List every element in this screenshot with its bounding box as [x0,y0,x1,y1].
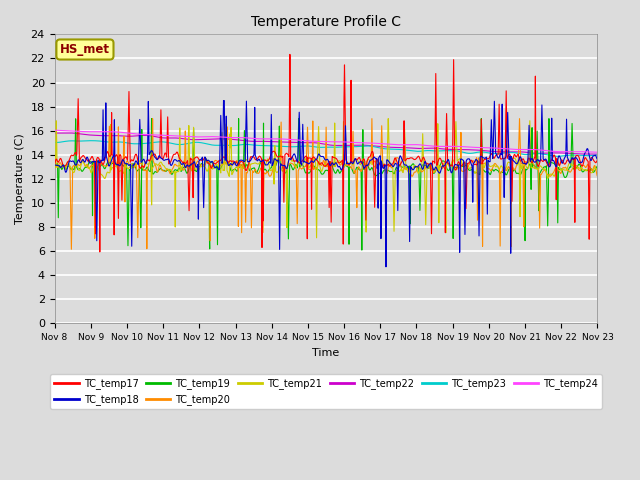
TC_temp17 [286,51,294,57]
TC_temp24 [353,140,361,145]
TC_temp18 [382,264,390,270]
Line: TC_temp22: TC_temp22 [54,133,598,154]
TC_temp17 [96,249,104,255]
TC_temp20 [68,246,76,252]
TC_temp23 [561,153,569,158]
TC_temp18 [342,132,349,137]
TC_temp24 [594,149,602,155]
TC_temp20 [51,158,58,164]
TC_temp21 [484,160,492,166]
X-axis label: Time: Time [312,348,340,358]
TC_temp22 [546,150,554,156]
TC_temp24 [342,139,349,145]
TC_temp18 [594,156,602,162]
TC_temp23 [51,140,58,145]
TC_temp19 [148,116,156,121]
TC_temp18 [561,154,569,160]
TC_temp24 [546,148,554,154]
TC_temp18 [354,161,362,167]
TC_temp23 [354,144,362,149]
TC_temp17 [342,157,350,163]
TC_temp22 [342,143,349,148]
Line: TC_temp20: TC_temp20 [54,119,598,249]
TC_temp23 [484,150,492,156]
TC_temp23 [554,154,561,159]
TC_temp23 [202,141,210,146]
TC_temp19 [51,164,58,170]
TC_temp20 [203,159,211,165]
TC_temp22 [64,130,72,136]
TC_temp24 [561,149,568,155]
TC_temp17 [354,156,362,162]
TC_temp19 [484,169,492,175]
TC_temp17 [546,160,554,166]
TC_temp22 [484,148,492,154]
TC_temp22 [51,130,58,136]
TC_temp19 [342,163,349,168]
TC_temp18 [202,156,210,162]
TC_temp23 [546,152,554,158]
Line: TC_temp17: TC_temp17 [54,54,598,252]
TC_temp17 [594,157,602,163]
TC_temp21 [51,165,58,171]
TC_temp20 [546,173,554,179]
TC_temp21 [594,166,602,172]
TC_temp22 [202,136,210,142]
TC_temp20 [342,162,350,168]
TC_temp22 [354,143,362,148]
TC_temp20 [354,166,362,171]
TC_temp23 [594,152,602,158]
TC_temp21 [385,116,392,121]
TC_temp24 [51,127,58,133]
Line: TC_temp18: TC_temp18 [54,101,598,267]
Line: TC_temp19: TC_temp19 [54,119,598,250]
TC_temp17 [561,161,569,167]
TC_temp18 [220,98,227,104]
Line: TC_temp23: TC_temp23 [54,141,598,156]
TC_temp17 [484,156,492,162]
TC_temp20 [561,165,569,170]
Text: HS_met: HS_met [60,43,110,56]
TC_temp21 [342,161,349,167]
TC_temp19 [358,247,365,253]
TC_temp19 [594,163,602,169]
Y-axis label: Temperature (C): Temperature (C) [15,133,25,224]
TC_temp20 [594,173,602,179]
TC_temp19 [202,156,210,162]
TC_temp17 [51,161,58,167]
Line: TC_temp24: TC_temp24 [54,130,598,152]
TC_temp22 [594,151,602,157]
TC_temp24 [202,134,210,140]
TC_temp22 [561,150,568,156]
TC_temp21 [354,157,362,163]
TC_temp18 [484,157,492,163]
Title: Temperature Profile C: Temperature Profile C [251,15,401,29]
TC_temp20 [148,116,156,121]
TC_temp21 [546,171,554,177]
TC_temp19 [354,165,362,170]
TC_temp19 [561,175,569,180]
Legend: TC_temp17, TC_temp18, TC_temp19, TC_temp20, TC_temp21, TC_temp22, TC_temp23, TC_: TC_temp17, TC_temp18, TC_temp19, TC_temp… [51,374,602,409]
TC_temp21 [202,166,210,172]
Line: TC_temp21: TC_temp21 [54,119,598,238]
TC_temp18 [546,164,554,169]
TC_temp21 [313,235,321,240]
TC_temp24 [484,145,492,151]
TC_temp17 [202,157,210,163]
TC_temp21 [561,167,569,173]
TC_temp18 [51,162,58,168]
TC_temp20 [484,166,492,172]
TC_temp23 [88,138,95,144]
TC_temp19 [546,160,554,166]
TC_temp23 [342,144,349,150]
